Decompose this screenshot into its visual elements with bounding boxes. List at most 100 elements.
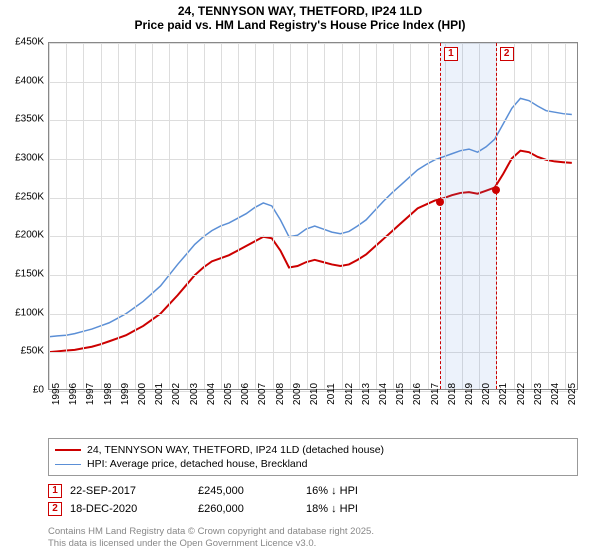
x-tick-label: 2007 <box>257 383 268 405</box>
x-tick-label: 2025 <box>567 383 578 405</box>
marker-dot <box>492 186 500 194</box>
sales-price: £245,000 <box>198 485 298 497</box>
grid-line-v <box>238 43 239 389</box>
marker-line <box>440 43 441 389</box>
grid-line-h <box>49 236 577 237</box>
x-tick-label: 2011 <box>326 383 337 405</box>
grid-line-v <box>410 43 411 389</box>
y-tick-label: £100K <box>15 307 44 318</box>
marker-box: 2 <box>500 47 514 61</box>
marker-dot <box>436 198 444 206</box>
legend-row: HPI: Average price, detached house, Brec… <box>55 457 571 471</box>
y-tick-label: £150K <box>15 269 44 280</box>
marker-line <box>496 43 497 389</box>
grid-line-v <box>118 43 119 389</box>
grid-line-v <box>135 43 136 389</box>
legend-label: 24, TENNYSON WAY, THETFORD, IP24 1LD (de… <box>87 444 384 456</box>
x-tick-label: 2023 <box>533 383 544 405</box>
x-tick-label: 2020 <box>481 383 492 405</box>
x-tick-label: 2000 <box>137 383 148 405</box>
x-tick-label: 2003 <box>189 383 200 405</box>
sales-marker-box: 1 <box>48 484 62 498</box>
y-tick-label: £300K <box>15 153 44 164</box>
grid-line-v <box>187 43 188 389</box>
sales-table: 1 22-SEP-2017 £245,000 16% ↓ HPI 2 18-DEC-202… <box>48 482 578 518</box>
marker-box: 1 <box>444 47 458 61</box>
legend-label: HPI: Average price, detached house, Brec… <box>87 458 307 470</box>
grid-line-v <box>565 43 566 389</box>
y-tick-label: £200K <box>15 230 44 241</box>
grid-line-h <box>49 314 577 315</box>
x-tick-label: 2024 <box>550 383 561 405</box>
grid-line-v <box>376 43 377 389</box>
x-tick-label: 2001 <box>154 383 165 405</box>
grid-line-v <box>273 43 274 389</box>
sales-marker-box: 2 <box>48 502 62 516</box>
grid-line-v <box>290 43 291 389</box>
grid-line-v <box>255 43 256 389</box>
x-tick-label: 2006 <box>240 383 251 405</box>
chart-lines-svg <box>49 43 577 389</box>
title-block: 24, TENNYSON WAY, THETFORD, IP24 1LD Pri… <box>0 0 600 34</box>
grid-line-v <box>49 43 50 389</box>
x-tick-label: 2021 <box>498 383 509 405</box>
x-tick-label: 1997 <box>85 383 96 405</box>
legend-swatch <box>55 449 81 451</box>
x-tick-label: 1995 <box>51 383 62 405</box>
title-subtitle: Price paid vs. HM Land Registry's House … <box>0 18 600 32</box>
x-tick-label: 2004 <box>206 383 217 405</box>
x-tick-label: 2013 <box>361 383 372 405</box>
grid-line-h <box>49 198 577 199</box>
legend-row: 24, TENNYSON WAY, THETFORD, IP24 1LD (de… <box>55 443 571 457</box>
sales-row: 1 22-SEP-2017 £245,000 16% ↓ HPI <box>48 482 578 500</box>
x-axis: 1995199619971998199920002001200220032004… <box>48 390 578 438</box>
title-address: 24, TENNYSON WAY, THETFORD, IP24 1LD <box>0 4 600 18</box>
legend-swatch <box>55 464 81 465</box>
grid-line-h <box>49 159 577 160</box>
grid-line-v <box>307 43 308 389</box>
x-tick-label: 2009 <box>292 383 303 405</box>
footer-attribution: Contains HM Land Registry data © Crown c… <box>48 526 578 550</box>
grid-line-v <box>342 43 343 389</box>
marker-band <box>440 43 496 389</box>
grid-line-v <box>169 43 170 389</box>
sales-date: 18-DEC-2020 <box>70 503 190 515</box>
grid-line-h <box>49 82 577 83</box>
grid-line-h <box>49 120 577 121</box>
grid-line-h <box>49 275 577 276</box>
x-tick-label: 2019 <box>464 383 475 405</box>
x-tick-label: 2008 <box>275 383 286 405</box>
x-tick-label: 2012 <box>344 383 355 405</box>
x-tick-label: 2002 <box>171 383 182 405</box>
y-axis: £0£50K£100K£150K£200K£250K£300K£350K£400… <box>0 42 48 390</box>
y-tick-label: £0 <box>33 385 44 396</box>
x-tick-label: 2016 <box>412 383 423 405</box>
sales-row: 2 18-DEC-2020 £260,000 18% ↓ HPI <box>48 500 578 518</box>
x-tick-label: 2022 <box>516 383 527 405</box>
x-tick-label: 1999 <box>120 383 131 405</box>
grid-line-v <box>152 43 153 389</box>
grid-line-v <box>204 43 205 389</box>
x-tick-label: 2015 <box>395 383 406 405</box>
grid-line-v <box>428 43 429 389</box>
chart-plot-area: 12 <box>48 42 578 390</box>
grid-line-h <box>49 43 577 44</box>
y-tick-label: £450K <box>15 37 44 48</box>
x-tick-label: 1996 <box>68 383 79 405</box>
x-tick-label: 2014 <box>378 383 389 405</box>
legend-box: 24, TENNYSON WAY, THETFORD, IP24 1LD (de… <box>48 438 578 476</box>
x-tick-label: 1998 <box>103 383 114 405</box>
sales-price: £260,000 <box>198 503 298 515</box>
sales-hpi-delta: 16% ↓ HPI <box>306 485 426 497</box>
y-tick-label: £350K <box>15 114 44 125</box>
grid-line-h <box>49 352 577 353</box>
grid-line-v <box>393 43 394 389</box>
x-tick-label: 2005 <box>223 383 234 405</box>
chart-container: 24, TENNYSON WAY, THETFORD, IP24 1LD Pri… <box>0 0 600 560</box>
grid-line-v <box>531 43 532 389</box>
sales-hpi-delta: 18% ↓ HPI <box>306 503 426 515</box>
y-tick-label: £50K <box>21 346 44 357</box>
grid-line-v <box>514 43 515 389</box>
sales-date: 22-SEP-2017 <box>70 485 190 497</box>
grid-line-v <box>83 43 84 389</box>
